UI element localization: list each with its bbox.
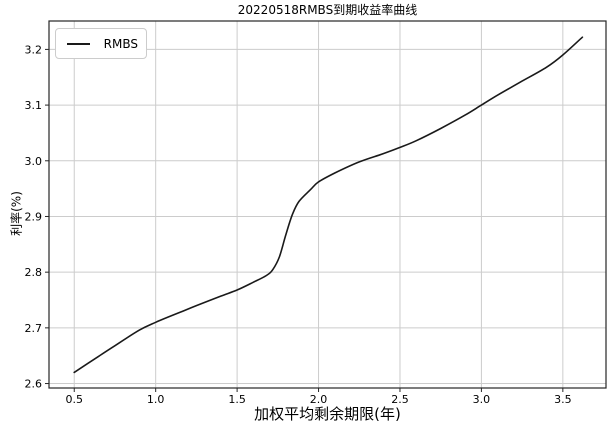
plot-frame: [48, 20, 607, 389]
y-tick-label: 3.2: [25, 43, 43, 56]
x-tick-label: 2.5: [391, 393, 409, 406]
legend-label: RMBS: [103, 36, 138, 51]
x-tick-label: 3.0: [473, 393, 491, 406]
x-tick-label: 2.0: [310, 393, 328, 406]
x-axis-label: 加权平均剩余期限(年): [254, 405, 401, 423]
x-tick-label: 0.5: [65, 393, 83, 406]
y-axis-label: 利率(%): [9, 191, 24, 236]
x-tick-label: 1.5: [228, 393, 246, 406]
y-tick-label: 2.7: [25, 322, 43, 335]
y-tick-label: 2.9: [25, 210, 43, 223]
y-tick-label: 2.8: [25, 266, 43, 279]
y-tick-label: 2.6: [25, 378, 43, 391]
legend: RMBS: [55, 28, 147, 59]
legend-line-sample: [67, 42, 90, 45]
y-tick-label: 3.1: [25, 99, 43, 112]
y-tick-label: 3.0: [25, 155, 43, 168]
x-tick-label: 3.5: [554, 393, 572, 406]
series-line-rmbs: [73, 36, 584, 374]
x-tick-label: 1.0: [147, 393, 165, 406]
chart-title: 20220518RMBS到期收益率曲线: [237, 3, 418, 17]
